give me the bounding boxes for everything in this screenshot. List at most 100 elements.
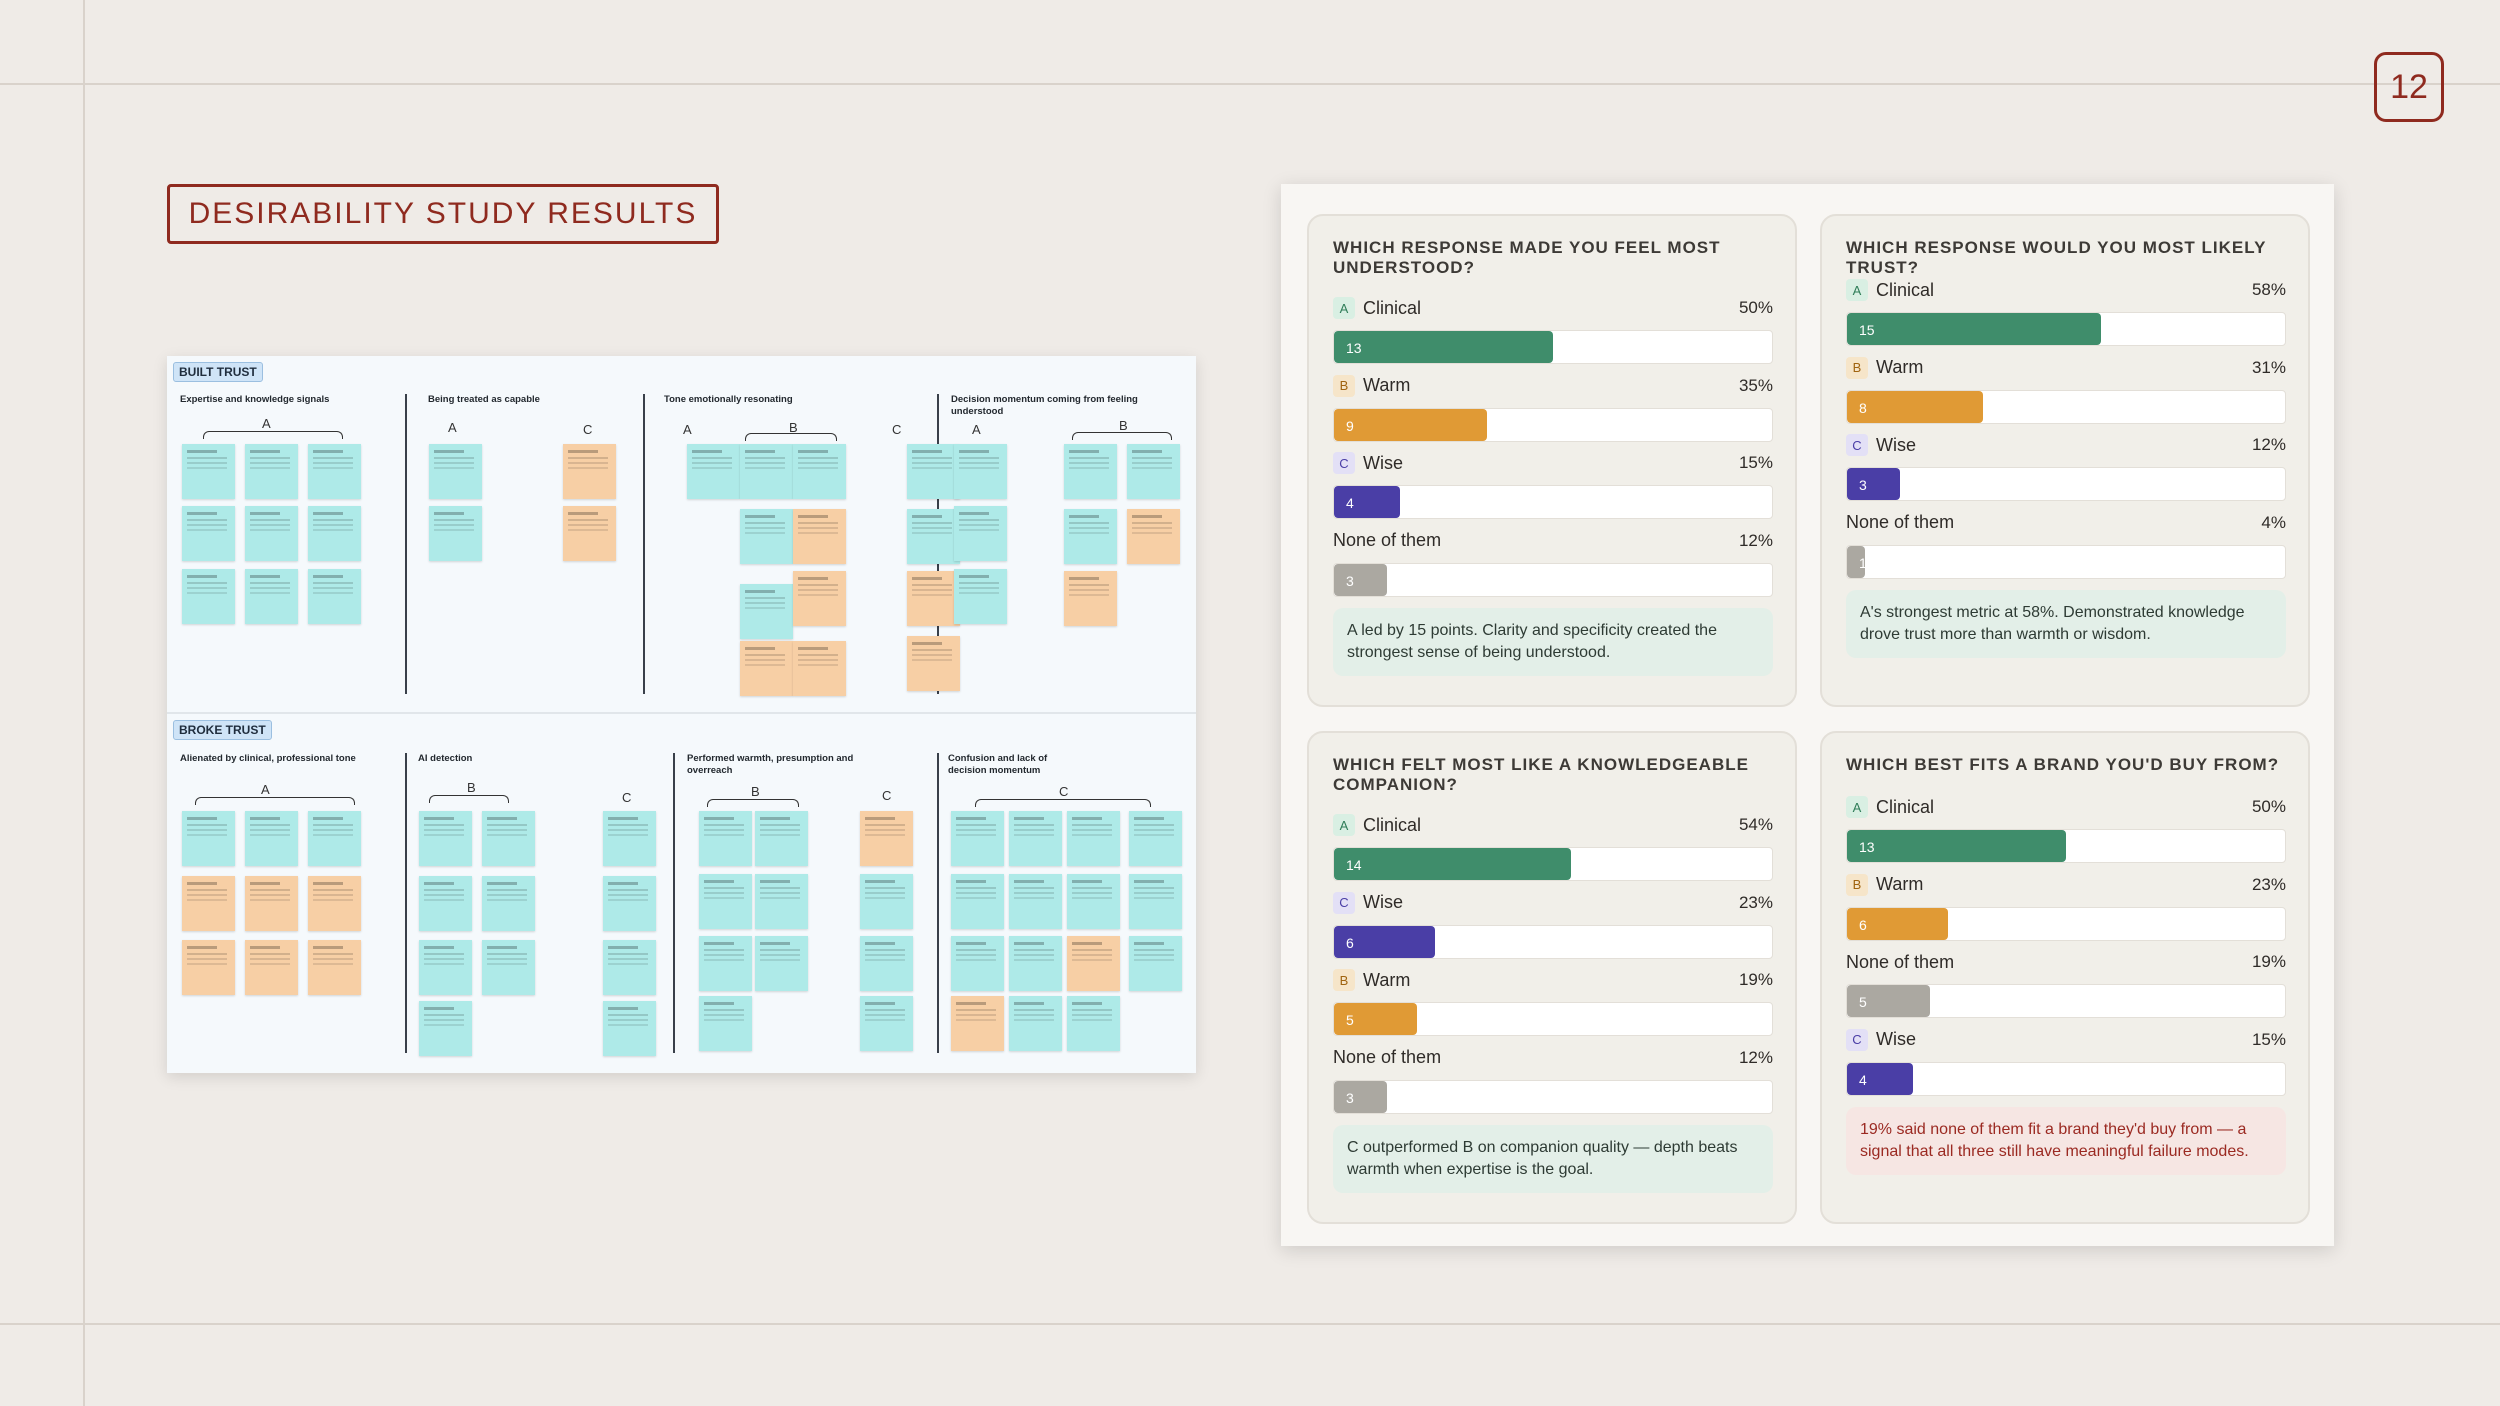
count-label: 9 [1346, 417, 1354, 434]
bar-track: 9 [1333, 407, 1773, 442]
row-header: B Warm 23% [1846, 873, 2286, 897]
percent-label: 23% [1738, 892, 1773, 912]
option-label: None of them [1846, 951, 1955, 972]
result-card-trust: WHICH RESPONSE WOULD YOU MOST LIKELY TRU… [1820, 214, 2310, 707]
option-label: Clinical [1363, 814, 1422, 835]
option-letter-badge: A [1333, 814, 1355, 836]
sticky-note [429, 506, 482, 561]
sticky-note [1009, 811, 1062, 866]
row-header: A Clinical 54% [1333, 813, 1773, 837]
handwritten-b: B [789, 420, 798, 435]
handwritten-b: B [1119, 418, 1128, 433]
percent-label: 54% [1738, 815, 1773, 834]
bar-track: 5 [1333, 1002, 1773, 1036]
sticky-note [740, 509, 793, 564]
sticky-note [951, 936, 1004, 991]
sticky-note [245, 506, 298, 561]
option-letter-badge: B [1846, 356, 1868, 379]
sticky-note [308, 940, 361, 995]
row-header: B Warm 31% [1846, 356, 2286, 380]
result-row: C Wise 15% 4 [1846, 1028, 2286, 1098]
percent-label: 15% [2251, 1029, 2286, 1049]
sticky-note [182, 506, 235, 561]
sticky-note [793, 641, 846, 696]
percent-label: 23% [2251, 874, 2286, 894]
percent-label: 15% [1738, 453, 1773, 472]
handwritten-a: A [262, 416, 271, 431]
group-title: Alienated by clinical, professional tone [180, 753, 356, 764]
percent-label: 12% [1738, 1047, 1773, 1067]
sticky-note [308, 569, 361, 624]
board-divider [167, 712, 1196, 714]
group-title: Confusion and lack of decision momentum [948, 753, 1048, 776]
bar-track: 6 [1333, 924, 1773, 959]
group-separator [643, 394, 645, 694]
sticky-note [1067, 874, 1120, 929]
question-title: WHICH RESPONSE MADE YOU FEEL MOST UNDERS… [1333, 238, 1721, 277]
sticky-note [699, 811, 752, 866]
count-label: 3 [1859, 477, 1867, 493]
sticky-note [951, 996, 1004, 1051]
result-card-understood: WHICH RESPONSE MADE YOU FEEL MOST UNDERS… [1307, 214, 1797, 707]
handwritten-b: B [751, 784, 760, 799]
option-letter-badge: B [1333, 969, 1355, 991]
brace [195, 797, 355, 805]
sticky-note [603, 876, 656, 931]
count-label: 1 [1859, 554, 1867, 571]
sticky-note [482, 811, 535, 866]
handwritten-a: A [448, 420, 457, 435]
sticky-note [482, 940, 535, 995]
bar [1334, 563, 1387, 596]
count-label: 3 [1346, 572, 1354, 589]
sticky-note [308, 811, 361, 866]
row-header: B Warm 19% [1333, 968, 1773, 992]
count-label: 15 [1859, 322, 1875, 338]
option-letter-badge: B [1846, 873, 1868, 896]
group-title: Decision momentum coming from feeling un… [951, 394, 1138, 417]
sticky-note [563, 506, 616, 561]
sticky-note [907, 571, 960, 626]
result-row: None of them 12% 3 [1333, 1046, 1773, 1116]
count-label: 13 [1346, 340, 1362, 356]
option-letter-badge: C [1333, 452, 1355, 474]
count-label: 14 [1346, 857, 1362, 873]
option-label: Wise [1876, 1029, 1916, 1049]
sticky-note [482, 876, 535, 931]
option-label: Warm [1876, 874, 1924, 894]
row-header: None of them 4% [1846, 511, 2286, 535]
option-label: Clinical [1876, 796, 1935, 817]
brace [745, 433, 837, 441]
sticky-note [419, 940, 472, 995]
bar-track: 13 [1846, 829, 2286, 863]
bar-track: 13 [1333, 330, 1773, 364]
percent-label: 35% [1738, 375, 1773, 395]
bar [1334, 1080, 1387, 1113]
sticky-note [603, 940, 656, 995]
group-separator [673, 753, 675, 1053]
count-label: 8 [1859, 399, 1867, 416]
option-label: Warm [1363, 375, 1411, 395]
sticky-note [245, 811, 298, 866]
page-number: 12 [2374, 52, 2444, 122]
sticky-note [951, 811, 1004, 866]
sticky-note [954, 444, 1007, 499]
sticky-note [1129, 936, 1182, 991]
row-header: None of them 12% [1333, 529, 1773, 553]
result-row: B Warm 23% 6 [1846, 873, 2286, 943]
bar-track: 14 [1333, 847, 1773, 881]
option-letter-badge: C [1846, 434, 1868, 456]
handwritten-c: C [1059, 784, 1069, 799]
results-panel: WHICH RESPONSE MADE YOU FEEL MOST UNDERS… [1281, 184, 2334, 1246]
handwritten-c: C [892, 422, 902, 437]
sticky-note [1067, 996, 1120, 1051]
brace [429, 795, 509, 803]
bar [1847, 313, 2102, 345]
sticky-note [1127, 509, 1180, 564]
percent-label: 12% [2251, 435, 2286, 454]
built-trust-label: BUILT TRUST [173, 362, 263, 382]
option-letter-badge: A [1846, 279, 1868, 301]
sticky-note [245, 876, 298, 931]
result-row: None of them 12% 3 [1333, 529, 1773, 599]
bar [1334, 925, 1435, 958]
sticky-note [1067, 936, 1120, 991]
